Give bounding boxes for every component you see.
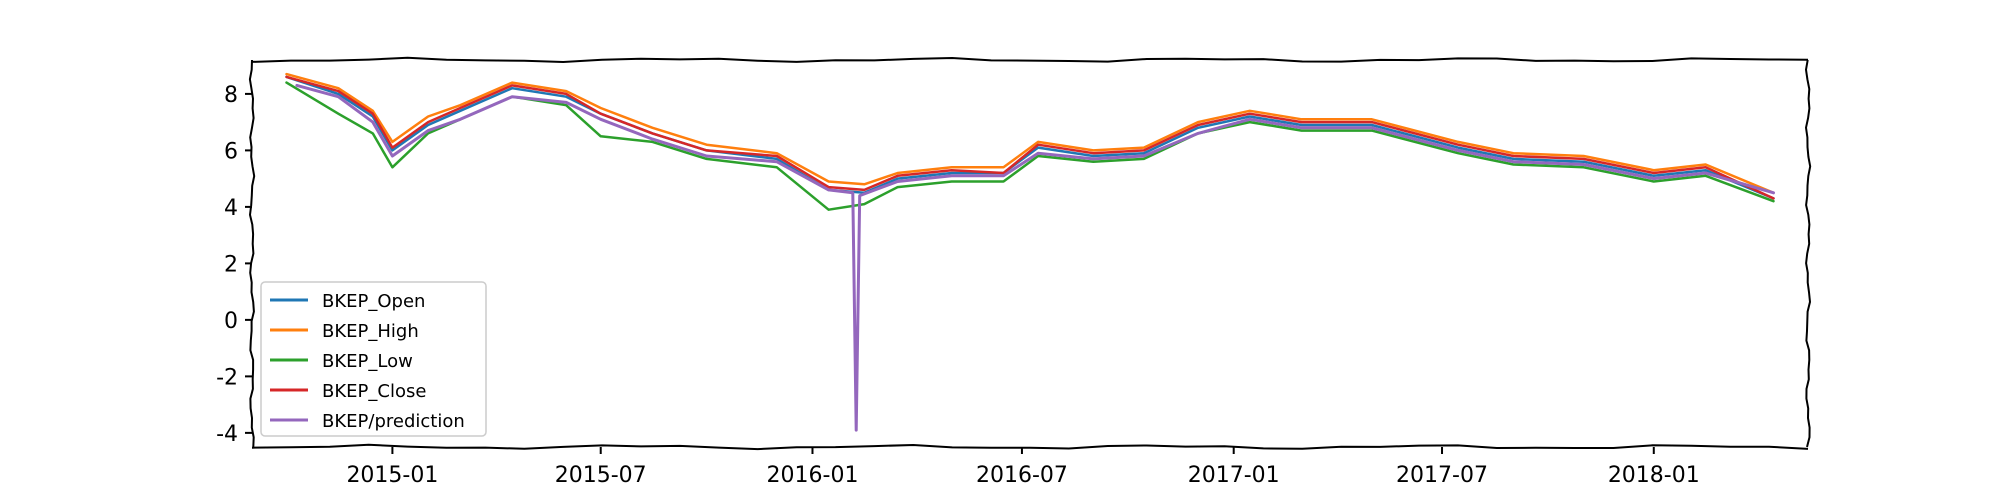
frame-top: [251, 56, 1809, 64]
legend: BKEP_Open BKEP_High BKEP_Low BKEP_Close BKEP…: [260, 281, 487, 437]
x-tick-label: 2015-07: [555, 463, 647, 488]
plot-frame: [248, 56, 1812, 451]
series-line-bkep-open: [285, 75, 1775, 200]
y-tick-label: -2: [216, 365, 238, 390]
y-tick-label: 4: [224, 196, 238, 221]
frame-left: [248, 59, 256, 448]
series-layer: [285, 72, 1775, 432]
x-tick-label: 2017-01: [1188, 463, 1280, 488]
y-tick-label: -4: [216, 422, 238, 447]
legend-label: BKEP_Open: [322, 291, 425, 312]
series-line-bkep-low: [285, 81, 1775, 211]
frame-bottom: [251, 443, 1809, 451]
series-line-bkep-high: [285, 72, 1775, 195]
y-axis: 8 6 4 2 0 -2 -4: [216, 83, 252, 447]
legend-label: BKEP/prediction: [322, 411, 465, 432]
x-axis: 2015-01 2015-07 2016-01 2016-07 2017-01 2017-…: [346, 447, 1700, 488]
series-line-bkep-close: [285, 75, 1775, 200]
frame-right: [1804, 59, 1812, 448]
legend-box: [260, 281, 487, 437]
legend-label: BKEP_Close: [322, 381, 426, 402]
x-tick-label: 2017-07: [1396, 463, 1488, 488]
y-tick-label: 0: [224, 309, 238, 334]
x-tick-label: 2016-07: [976, 463, 1068, 488]
series-line-bkep-prediction: [295, 83, 1775, 432]
x-tick-label: 2018-01: [1608, 463, 1700, 488]
x-tick-label: 2016-01: [767, 463, 859, 488]
legend-label: BKEP_Low: [322, 351, 413, 372]
y-tick-label: 6: [224, 139, 238, 164]
y-tick-label: 2: [224, 252, 238, 277]
x-tick-label: 2015-01: [346, 463, 438, 488]
legend-label: BKEP_High: [322, 321, 419, 342]
y-tick-label: 8: [224, 83, 238, 108]
